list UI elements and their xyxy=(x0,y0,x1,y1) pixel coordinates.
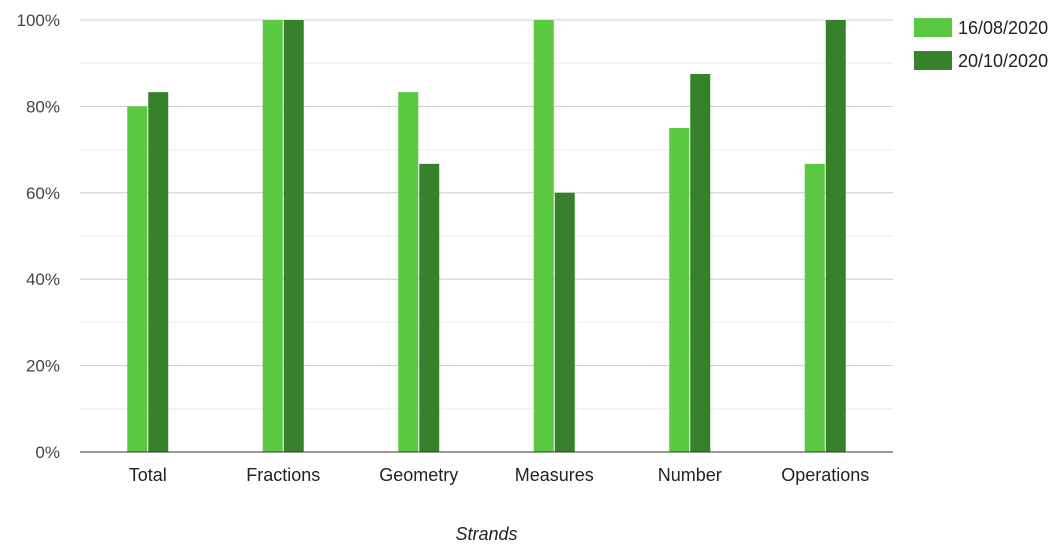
bar xyxy=(825,20,846,452)
y-tick-label: 60% xyxy=(26,184,60,203)
y-tick-label: 0% xyxy=(35,443,60,462)
y-tick-label: 20% xyxy=(26,357,60,376)
legend-swatch xyxy=(914,18,952,37)
x-tick-label: Operations xyxy=(781,465,869,485)
bar xyxy=(804,163,825,452)
x-tick-label: Total xyxy=(129,465,167,485)
bar xyxy=(262,20,283,452)
bar xyxy=(283,20,304,452)
bar xyxy=(127,106,148,453)
x-axis-ticks: Total Fractions Geometry Measures Number Oper… xyxy=(129,465,870,485)
x-tick-label: Geometry xyxy=(379,465,458,485)
x-tick-label: Number xyxy=(658,465,722,485)
y-tick-label: 80% xyxy=(26,97,60,116)
x-tick-label: Measures xyxy=(515,465,594,485)
x-axis-label: Strands xyxy=(455,524,517,544)
bar xyxy=(533,20,554,452)
bars xyxy=(127,20,846,453)
gridlines xyxy=(80,19,893,410)
y-axis-ticks: 0% 20% 40% 60% 80% 100% xyxy=(17,11,60,462)
legend-label: 20/10/2020 xyxy=(958,51,1048,71)
legend: 16/08/2020 20/10/2020 xyxy=(914,18,1048,71)
bar xyxy=(554,192,575,453)
bar xyxy=(690,74,711,452)
x-tick-label: Fractions xyxy=(246,465,320,485)
bar xyxy=(148,92,169,453)
legend-label: 16/08/2020 xyxy=(958,18,1048,38)
bar xyxy=(669,128,690,452)
legend-swatch xyxy=(914,51,952,70)
y-tick-label: 100% xyxy=(17,11,60,30)
y-tick-label: 40% xyxy=(26,270,60,289)
bar xyxy=(419,163,440,452)
bar xyxy=(398,92,419,453)
